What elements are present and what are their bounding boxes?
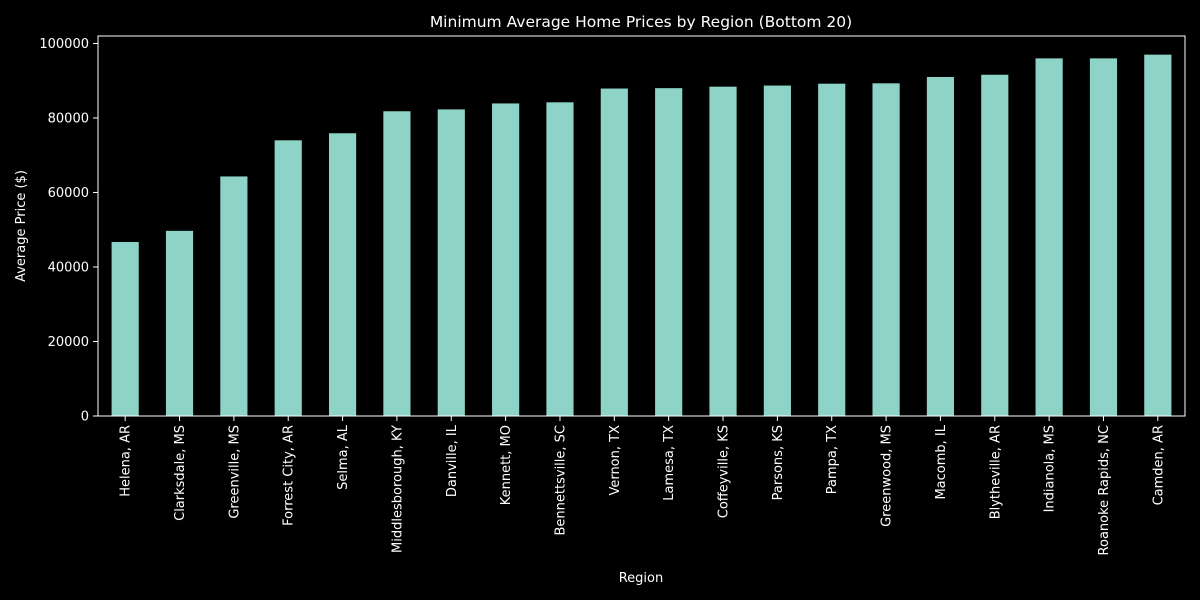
x-tick-label: Vernon, TX xyxy=(608,425,623,496)
x-tick-label: Macomb, IL xyxy=(934,424,949,499)
x-tick-label: Kennett, MO xyxy=(499,425,514,505)
x-axis-title: Region xyxy=(619,571,664,586)
y-tick-label: 20000 xyxy=(48,335,89,350)
bar xyxy=(926,76,955,416)
bar xyxy=(818,83,846,416)
bar xyxy=(872,83,900,417)
bar xyxy=(383,111,411,416)
x-tick-label: Blytheville, AR xyxy=(988,425,1003,519)
bar xyxy=(111,242,139,416)
y-axis-title: Average Price ($) xyxy=(14,170,29,282)
x-tick-label: Camden, AR xyxy=(1151,425,1166,505)
bar xyxy=(165,230,194,416)
bar xyxy=(546,102,574,417)
x-tick-label: Helena, AR xyxy=(119,425,134,497)
x-tick-label: Pampa, TX xyxy=(825,425,840,494)
bar xyxy=(220,176,248,416)
x-tick-label: Coffeyville, KS xyxy=(717,425,732,518)
bar xyxy=(709,86,737,417)
x-tick-label: Selma, AL xyxy=(336,424,351,490)
x-tick-label: Middlesborough, KY xyxy=(390,425,405,553)
bar xyxy=(1089,58,1118,417)
y-tick-label: 40000 xyxy=(48,260,89,275)
bar xyxy=(1144,54,1172,417)
chart-title: Minimum Average Home Prices by Region (B… xyxy=(430,13,852,31)
x-tick-label: Roanoke Rapids, NC xyxy=(1097,425,1112,555)
bar xyxy=(274,140,302,416)
bar xyxy=(600,88,628,416)
y-tick-label: 100000 xyxy=(39,37,89,52)
bar xyxy=(437,109,465,417)
x-tick-label: Danville, IL xyxy=(445,424,460,497)
bar xyxy=(763,85,791,417)
plot-area: 0 20000 40000 60000 80000 100000 Helena, AR Cla… xyxy=(39,35,1186,555)
x-tick-label: Forrest City, AR xyxy=(282,425,297,526)
bar xyxy=(328,133,357,416)
plot-frame xyxy=(97,35,1186,417)
x-tick-label: Clarksdale, MS xyxy=(173,425,188,521)
y-tick-label: 60000 xyxy=(48,186,89,201)
bar xyxy=(1035,58,1063,417)
y-tick-label: 0 xyxy=(81,410,89,425)
x-tick-label: Greenwood, MS xyxy=(880,425,895,527)
x-tick-label: Lamesa, TX xyxy=(662,425,677,501)
bar xyxy=(981,74,1009,417)
bar xyxy=(492,103,520,417)
x-tick-label: Bennettsville, SC xyxy=(553,425,568,535)
bar xyxy=(655,88,683,416)
x-tick-label: Parsons, KS xyxy=(771,425,786,500)
x-tick-label: Greenville, MS xyxy=(227,425,242,519)
x-tick-label: Indianola, MS xyxy=(1043,425,1058,512)
y-tick-label: 80000 xyxy=(48,111,89,126)
